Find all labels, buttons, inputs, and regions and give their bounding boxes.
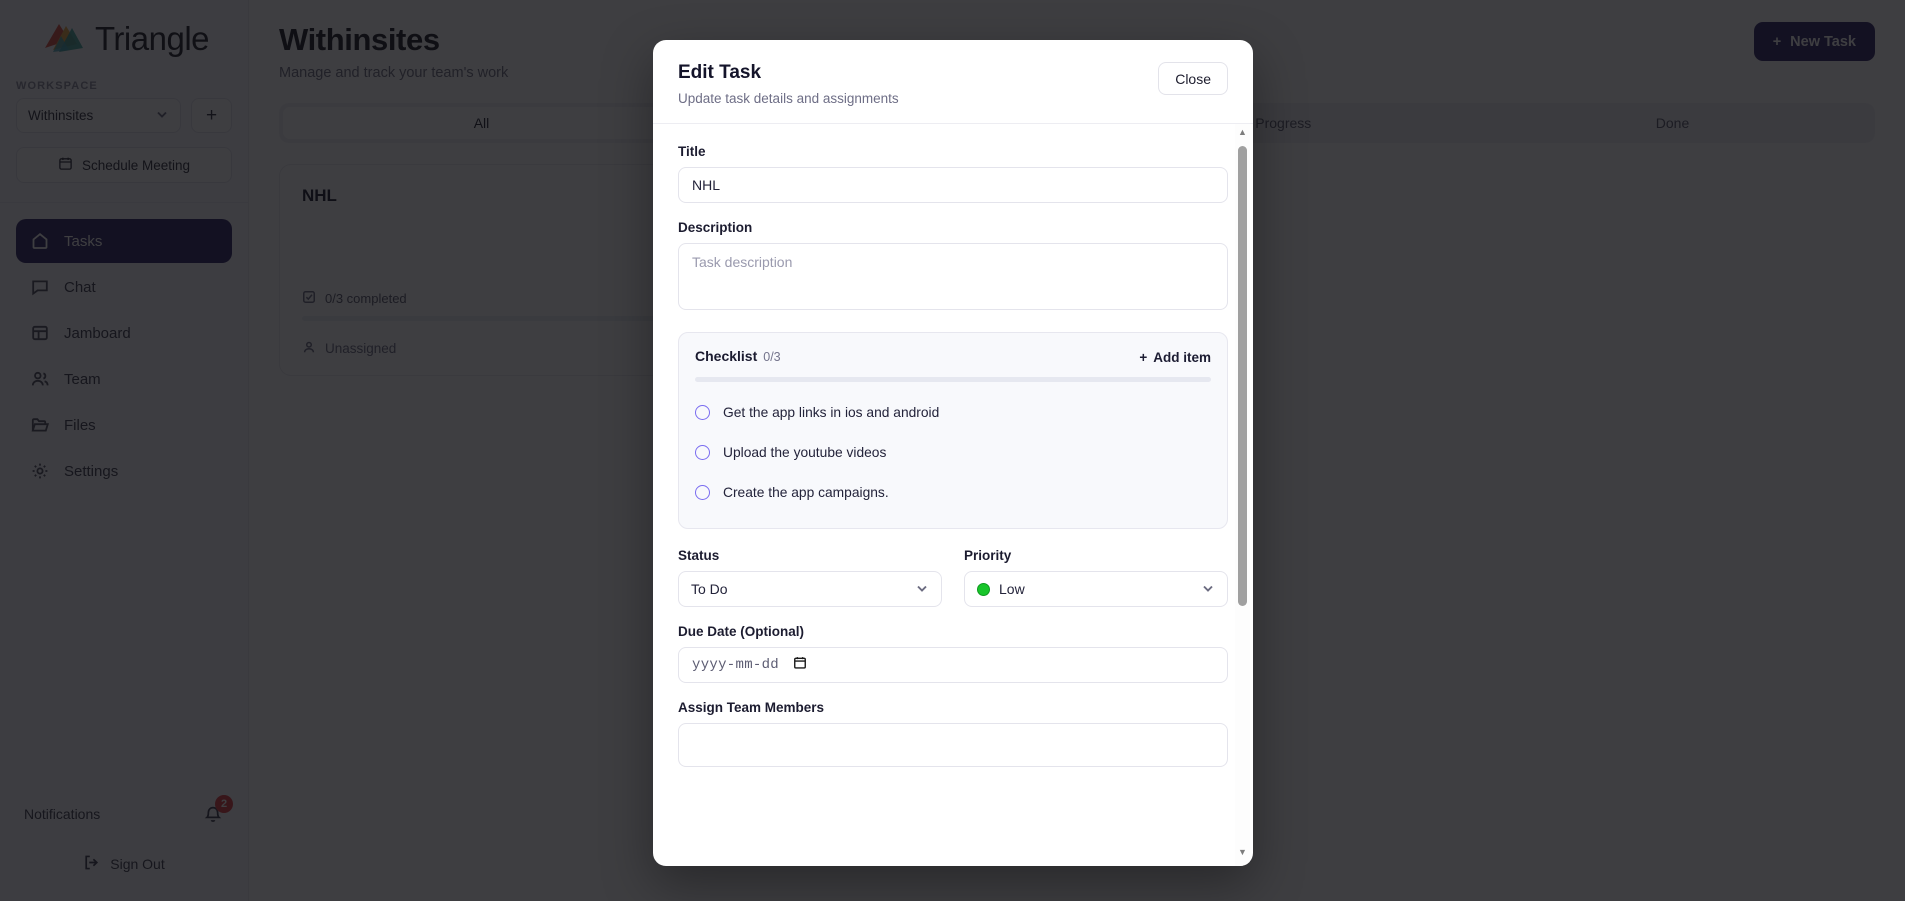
assign-field-label: Assign Team Members — [678, 700, 825, 715]
assign-team-members-input[interactable] — [678, 723, 1228, 767]
checklist-items: Get the app links in ios and android Upl… — [695, 392, 1211, 512]
modal-subtitle: Update task details and assignments — [678, 91, 899, 106]
edit-task-modal: Edit Task Update task details and assign… — [653, 40, 1253, 866]
modal-body: Title Description Checklist 0/3 + Add ite… — [653, 124, 1253, 866]
title-input[interactable] — [678, 167, 1228, 203]
checkbox-unchecked-icon[interactable] — [695, 404, 710, 420]
checkbox-unchecked-icon[interactable] — [695, 484, 710, 500]
modal-scrollbar[interactable]: ▲ ▼ — [1235, 124, 1250, 866]
checklist-item[interactable]: Create the app campaigns. — [695, 472, 1211, 512]
assign-field-group: Assign Team Members — [678, 700, 1228, 767]
checklist-header: Checklist 0/3 + Add item — [695, 348, 1211, 366]
checklist-item[interactable]: Get the app links in ios and android — [695, 392, 1211, 432]
modal-header: Edit Task Update task details and assign… — [653, 40, 1253, 124]
description-field-label: Description — [678, 220, 753, 235]
checklist-label: Checklist — [695, 348, 758, 364]
due-date-input[interactable]: yyyy-mm-dd — [678, 647, 1228, 683]
checklist-item-label: Upload the youtube videos — [723, 444, 887, 460]
modal-heading-group: Edit Task Update task details and assign… — [678, 62, 899, 106]
add-item-label: Add item — [1153, 349, 1211, 365]
priority-field-label: Priority — [964, 548, 1012, 563]
priority-field-group: Priority Low — [964, 548, 1228, 607]
description-field-group: Description — [678, 220, 1228, 315]
checkbox-unchecked-icon[interactable] — [695, 444, 710, 460]
status-select[interactable]: To Do — [678, 571, 942, 607]
checklist-item-label: Get the app links in ios and android — [723, 404, 940, 420]
title-field-group: Title — [678, 144, 1228, 203]
add-item-button[interactable]: + Add item — [1139, 350, 1211, 365]
status-select-value: To Do — [691, 581, 728, 597]
due-date-field-label: Due Date (Optional) — [678, 624, 805, 639]
due-date-placeholder: yyyy-mm-dd — [692, 657, 780, 673]
priority-select-value: Low — [999, 581, 1025, 597]
checklist-title-group: Checklist 0/3 — [695, 348, 781, 366]
status-field-group: Status To Do — [678, 548, 942, 607]
checklist-item-label: Create the app campaigns. — [723, 484, 889, 500]
chevron-down-icon — [1201, 581, 1215, 598]
due-date-field-group: Due Date (Optional) yyyy-mm-dd — [678, 624, 1228, 683]
checklist-section: Checklist 0/3 + Add item Get the app link… — [678, 332, 1228, 529]
modal-title: Edit Task — [678, 62, 762, 83]
status-field-label: Status — [678, 548, 720, 563]
title-field-label: Title — [678, 144, 706, 159]
checklist-item[interactable]: Upload the youtube videos — [695, 432, 1211, 472]
status-priority-row: Status To Do Priority Low — [678, 548, 1228, 607]
scroll-down-arrow-icon[interactable]: ▼ — [1238, 847, 1247, 857]
priority-dot-icon — [977, 582, 990, 596]
chevron-down-icon — [915, 581, 929, 598]
calendar-icon[interactable] — [793, 655, 807, 675]
checklist-count: 0/3 — [763, 350, 781, 364]
plus-icon: + — [1139, 349, 1148, 365]
scroll-up-arrow-icon[interactable]: ▲ — [1238, 127, 1247, 137]
priority-select[interactable]: Low — [964, 571, 1228, 607]
checklist-progress-bar — [695, 377, 1211, 382]
description-textarea[interactable] — [678, 243, 1228, 310]
scrollbar-thumb[interactable] — [1238, 146, 1247, 606]
close-button[interactable]: Close — [1158, 62, 1228, 95]
